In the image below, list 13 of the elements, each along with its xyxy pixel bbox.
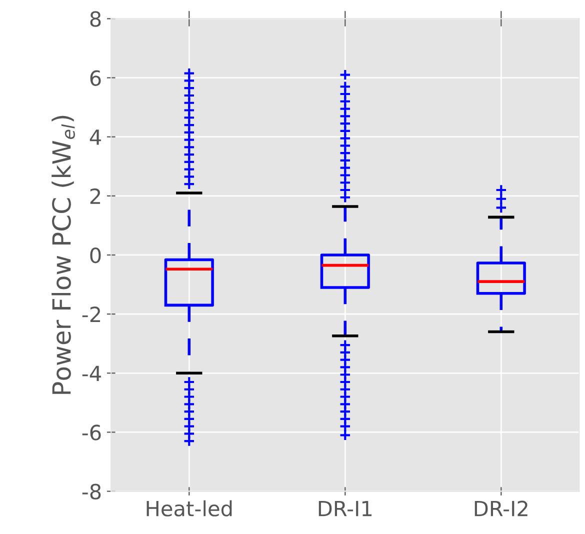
x-tick-label: Heat-led	[146, 500, 232, 516]
y-tick-label: 2	[90, 188, 100, 204]
x-tick-label: DR-I2	[474, 500, 528, 516]
y-tick-label: 0	[90, 247, 101, 264]
y-axis-title: Power Flow PCC (kW$_{el}$)	[52, 116, 75, 394]
y-tick-label: 4	[90, 130, 101, 145]
y-tick-label: -4	[82, 366, 101, 382]
x-tick-label: DR-I1	[318, 500, 372, 516]
y-tick-label: 8	[90, 11, 101, 27]
y-tick-label: -2	[82, 306, 100, 322]
y-tick-label: -8	[82, 484, 101, 500]
y-tick-label: -6	[82, 424, 101, 440]
y-tick-label: 6	[90, 70, 101, 86]
